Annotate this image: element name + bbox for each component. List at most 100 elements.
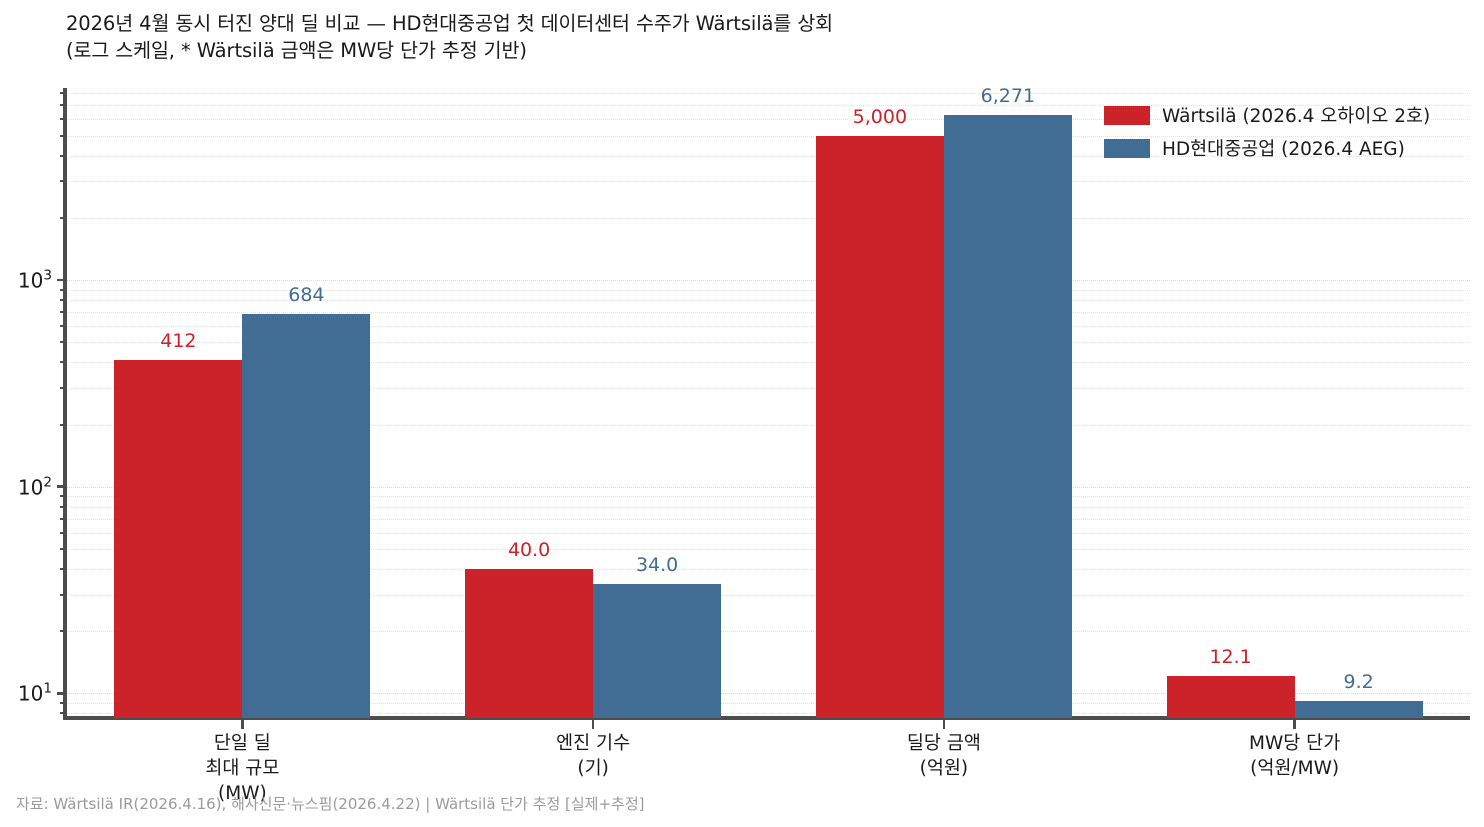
x-category-line: 엔진 기수 xyxy=(556,733,631,754)
gridline-minor xyxy=(67,496,1470,498)
bar-value-label: 412 xyxy=(160,329,197,352)
y-tick-minor xyxy=(60,495,67,498)
gridline-minor xyxy=(67,312,1470,314)
chart-title-line-2: (로그 스케일, * Wärtsilä 금액은 MW당 단가 추정 기반) xyxy=(66,39,527,62)
y-tick-minor xyxy=(60,701,67,704)
x-category-line: (기) xyxy=(577,758,609,779)
x-tick xyxy=(241,720,244,729)
y-tick-minor xyxy=(60,154,67,157)
y-axis-tick-labels: 101 102 103 xyxy=(0,0,52,827)
y-tick-major xyxy=(57,692,67,695)
y-tick-minor xyxy=(60,92,67,95)
y-tick-label: 102 xyxy=(17,474,52,500)
x-category-label: 엔진 기수 (기) xyxy=(556,731,630,781)
y-tick-minor xyxy=(60,288,67,291)
legend-label: HD현대중공업 (2026.4 AEG) xyxy=(1162,139,1405,160)
bar-series2[interactable] xyxy=(1294,700,1423,718)
y-tick-minor xyxy=(60,593,67,596)
gridline-minor xyxy=(67,325,1470,328)
bar-series1[interactable] xyxy=(114,359,243,718)
x-tick xyxy=(942,720,946,729)
x-tick xyxy=(591,720,595,729)
y-tick-minor xyxy=(60,104,67,107)
gridline-minor xyxy=(67,93,1470,95)
plot-area xyxy=(67,88,1470,718)
y-tick-label: 103 xyxy=(17,267,52,293)
x-category-line: (억원) xyxy=(919,758,969,779)
legend-swatch xyxy=(1104,138,1150,158)
gridline-minor xyxy=(67,532,1470,535)
y-tick-minor xyxy=(60,341,67,344)
bar-series2[interactable] xyxy=(242,314,371,718)
plot-inner xyxy=(67,88,1470,718)
gridline-minor xyxy=(67,506,1470,509)
gridline-minor xyxy=(67,155,1470,158)
y-tick-minor xyxy=(60,134,67,137)
gridline-minor xyxy=(67,568,1470,571)
y-tick-minor xyxy=(60,423,67,426)
y-tick-minor xyxy=(60,712,67,715)
bar-value-label: 12.1 xyxy=(1209,646,1252,669)
y-tick-minor xyxy=(60,361,67,364)
gridline-minor xyxy=(67,713,1470,715)
bar-series2[interactable] xyxy=(593,583,722,718)
x-category-line: MW당 단가 xyxy=(1249,733,1341,754)
gridline-minor xyxy=(67,702,1470,705)
y-tick-minor xyxy=(60,547,67,550)
legend-item-1[interactable]: Wärtsilä (2026.4 오하이오 2호) xyxy=(1104,102,1430,128)
y-tick-minor xyxy=(60,517,67,520)
gridline-minor xyxy=(67,119,1470,121)
gridline-minor xyxy=(67,518,1470,521)
y-tick-minor xyxy=(60,324,67,327)
y-tick-minor xyxy=(60,531,67,534)
y-tick-minor xyxy=(60,180,67,183)
x-category-label: MW당 단가 (억원/MW) xyxy=(1249,731,1340,781)
gridline-minor xyxy=(67,289,1470,292)
legend-label: Wärtsilä (2026.4 오하이오 2호) xyxy=(1162,106,1431,127)
legend-item-2[interactable]: HD현대중공업 (2026.4 AEG) xyxy=(1104,135,1430,161)
y-tick-minor xyxy=(60,567,67,570)
gridline-minor xyxy=(67,388,1470,390)
x-axis-spine xyxy=(63,716,1470,720)
bar-value-label: 34.0 xyxy=(635,553,679,576)
gridline-minor xyxy=(67,631,1470,633)
y-tick-minor xyxy=(60,299,67,302)
bar-value-label: 6,271 xyxy=(980,85,1036,108)
source-footnote: 자료: Wärtsilä IR(2026.4.16), 해사신문·뉴스핌(202… xyxy=(16,795,645,813)
y-tick-minor xyxy=(60,216,67,219)
bar-value-label: 9.2 xyxy=(1343,670,1374,693)
chart-title-line-1: 2026년 4월 동시 터진 양대 딜 비교 — HD현대중공업 첫 데이터센터… xyxy=(66,12,834,35)
x-category-line: (MW) xyxy=(218,783,267,804)
gridline-major xyxy=(67,486,1470,489)
y-tick-minor xyxy=(60,505,67,508)
bar-value-label: 40.0 xyxy=(507,538,551,561)
gridline-major xyxy=(67,693,1470,695)
bar-value-label: 684 xyxy=(288,284,325,307)
chart-title: 2026년 4월 동시 터진 양대 딜 비교 — HD현대중공업 첫 데이터센터… xyxy=(66,10,1446,64)
x-category-line: 딜당 금액 xyxy=(906,733,981,754)
gridline-minor xyxy=(67,342,1470,344)
bar-series1[interactable] xyxy=(815,135,944,718)
y-tick-minor xyxy=(60,311,67,314)
gridline-minor xyxy=(67,135,1470,138)
x-tick xyxy=(1293,720,1296,729)
chart-legend: Wärtsilä (2026.4 오하이오 2호) HD현대중공업 (2026.4… xyxy=(1104,102,1430,161)
x-category-line: 단일 딜 xyxy=(213,733,271,754)
y-axis-spine xyxy=(63,88,67,720)
x-category-label: 딜당 금액 (억원) xyxy=(907,731,981,781)
gridline-minor xyxy=(67,105,1470,107)
bar-series1[interactable] xyxy=(1166,676,1295,718)
x-category-line: 최대 규모 xyxy=(205,758,280,779)
bar-series2[interactable] xyxy=(943,115,1072,718)
gridline-minor xyxy=(67,548,1470,551)
gridline-minor xyxy=(67,362,1470,364)
bar-series1[interactable] xyxy=(465,568,594,718)
gridline-minor xyxy=(67,424,1470,427)
bar-value-label: 5,000 xyxy=(852,105,908,128)
y-tick-major xyxy=(57,485,67,488)
legend-swatch xyxy=(1104,105,1150,125)
gridline-minor xyxy=(67,594,1470,597)
gridline-minor xyxy=(67,217,1470,220)
y-tick-major xyxy=(57,278,67,282)
